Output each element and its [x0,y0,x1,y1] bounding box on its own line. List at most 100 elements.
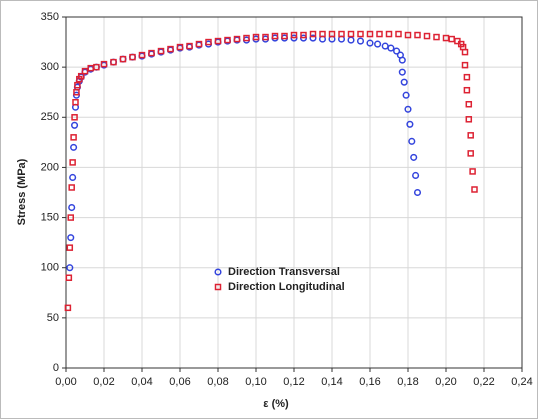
marker [67,214,74,221]
marker [69,173,77,182]
marker [404,31,412,39]
marker [410,153,418,161]
marker [186,42,193,50]
marker [66,244,74,251]
marker [233,35,241,43]
marker [465,100,473,108]
marker [271,32,279,40]
marker [467,132,474,139]
marker [224,36,231,44]
marker [406,120,414,128]
y-tick-label: 300 [41,61,59,73]
marker [67,234,75,242]
marker [461,48,469,56]
y-axis-label: Stress (MPa) [16,158,28,225]
marker [461,61,469,69]
legend-label: Direction Transversal [228,266,340,278]
marker [366,30,374,38]
marker [412,171,420,180]
marker [65,274,73,281]
marker [374,40,382,48]
y-tick-label: 350 [41,11,59,23]
marker [252,33,260,41]
x-tick-label: 0,18 [397,376,418,388]
marker [66,264,74,272]
marker [72,98,79,106]
marker [195,40,203,48]
marker [309,30,317,38]
marker [400,78,408,86]
marker [463,86,471,94]
marker [463,73,471,81]
x-tick-label: 0,10 [245,376,266,388]
x-tick-label: 0,08 [207,376,228,388]
y-tick-label: 200 [41,161,59,173]
x-tick-label: 0,16 [359,376,380,388]
marker [469,168,476,175]
marker [398,56,406,64]
marker [214,37,222,45]
marker [71,121,79,129]
y-tick-label: 100 [41,262,59,274]
marker [129,53,136,61]
marker [402,91,410,99]
marker [71,114,78,121]
marker [77,72,85,80]
marker [393,47,401,55]
marker [398,68,406,76]
marker [433,33,440,41]
x-tick-label: 0,22 [473,376,494,388]
y-tick-label: 250 [41,111,59,123]
x-tick-label: 0,04 [131,376,152,388]
marker [395,30,402,38]
x-tick-label: 0,14 [321,376,342,388]
marker [64,304,72,312]
marker [148,49,155,57]
x-tick-label: 0,02 [93,376,114,388]
marker [176,43,184,51]
marker [73,88,80,96]
marker [465,116,473,123]
marker [167,45,174,53]
marker [347,30,355,38]
x-axis-label: ε (%) [263,398,289,410]
marker [70,134,77,141]
marker [328,30,336,38]
x-tick-label: 0,12 [283,376,304,388]
marker [408,137,416,145]
marker [413,188,422,197]
marker [387,44,395,52]
legend-label: Direction Longitudinal [228,281,345,293]
marker [93,63,100,71]
x-tick-label: 0,20 [435,376,456,388]
marker [68,184,75,191]
marker [100,60,108,68]
marker [68,203,76,212]
marker [205,38,212,46]
marker [157,47,165,55]
marker [376,30,383,38]
x-tick-label: 0,06 [169,376,190,388]
marker [290,31,298,39]
legend-marker [214,268,222,276]
marker [119,55,127,63]
legend-marker [214,283,222,291]
marker [69,159,76,166]
y-tick-label: 50 [47,312,59,324]
plot-area [65,16,523,369]
marker [414,31,421,39]
marker [70,143,78,151]
marker [467,150,474,157]
marker [74,81,81,89]
y-tick-label: 0 [53,362,59,374]
marker [357,30,364,38]
marker [385,30,393,38]
marker [366,39,374,47]
marker [300,31,307,39]
marker [262,33,269,41]
marker [309,34,317,42]
marker [471,186,478,193]
